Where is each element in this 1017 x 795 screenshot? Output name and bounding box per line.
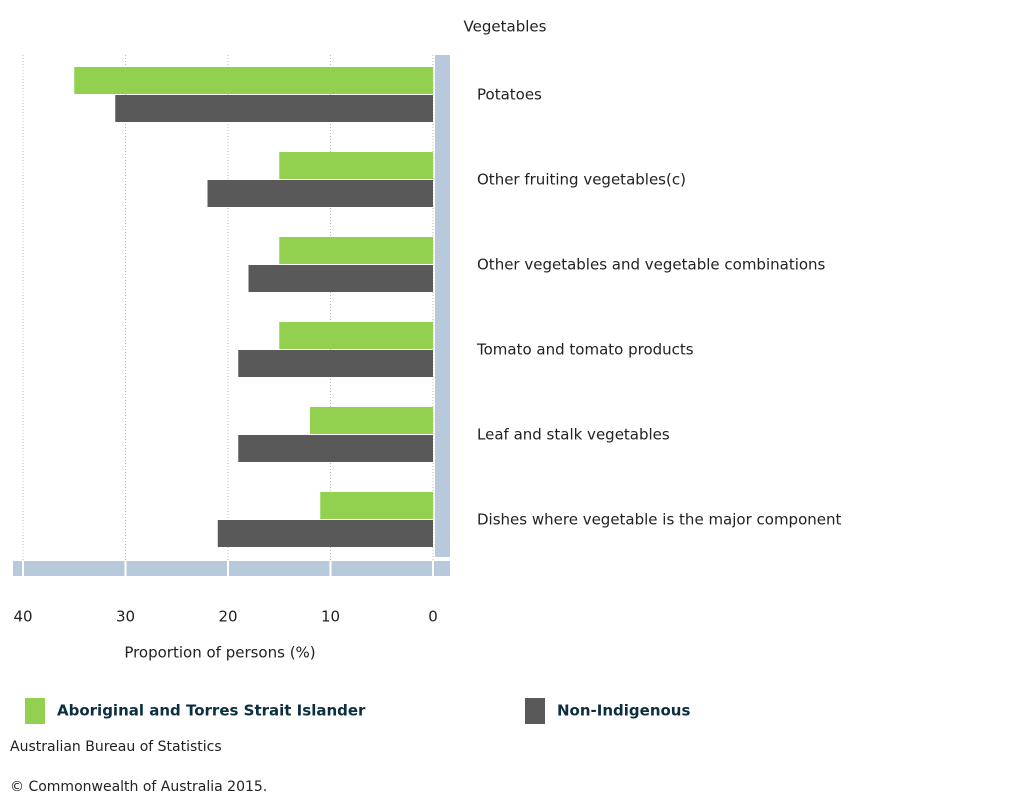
chart-title: Vegetables — [464, 18, 547, 36]
bar — [279, 237, 433, 264]
category-label: Dishes where vegetable is the major comp… — [477, 511, 841, 529]
bar — [74, 67, 433, 94]
x-tick-label: 0 — [428, 608, 438, 626]
category-label: Potatoes — [477, 86, 542, 104]
bar — [320, 492, 433, 519]
bar — [238, 435, 433, 462]
legend-swatch — [525, 698, 545, 724]
category-label: Other vegetables and vegetable combinati… — [477, 256, 826, 274]
axis-strip — [435, 55, 450, 557]
axis-strip — [13, 561, 450, 576]
legend-label: Aboriginal and Torres Strait Islander — [57, 702, 366, 720]
x-axis-label: Proportion of persons (%) — [124, 644, 315, 662]
bar — [248, 265, 433, 292]
bar — [217, 520, 433, 547]
legend-label: Non-Indigenous — [557, 702, 690, 720]
x-tick-label: 10 — [321, 608, 340, 626]
legend-swatch — [25, 698, 45, 724]
bar — [279, 152, 433, 179]
category-label: Tomato and tomato products — [476, 341, 694, 359]
bar — [207, 180, 433, 207]
copyright: © Commonwealth of Australia 2015. — [10, 779, 267, 795]
category-label: Other fruiting vegetables(c) — [477, 171, 686, 189]
x-tick-label: 40 — [13, 608, 32, 626]
x-tick-label: 20 — [218, 608, 237, 626]
bar — [238, 350, 433, 377]
bar — [279, 322, 433, 349]
category-label: Leaf and stalk vegetables — [477, 426, 670, 444]
source: Australian Bureau of Statistics — [10, 739, 222, 755]
bar — [115, 95, 433, 122]
bar — [310, 407, 433, 434]
x-tick-label: 30 — [116, 608, 135, 626]
